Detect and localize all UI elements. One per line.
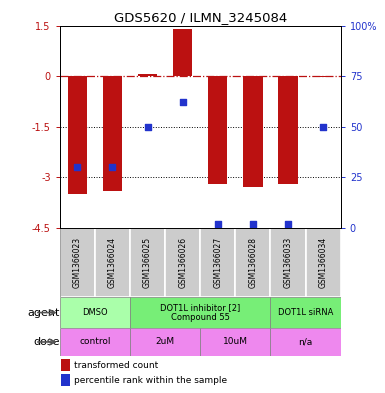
Bar xyxy=(173,29,192,76)
Point xyxy=(179,99,186,106)
Bar xyxy=(165,228,200,298)
Point xyxy=(109,164,116,170)
Bar xyxy=(200,328,270,356)
Bar xyxy=(270,328,341,356)
Bar xyxy=(130,228,165,298)
Bar xyxy=(200,228,235,298)
Text: GSM1366025: GSM1366025 xyxy=(143,237,152,288)
Bar xyxy=(270,228,306,298)
Point xyxy=(144,123,151,130)
Bar xyxy=(278,76,298,184)
Text: agent: agent xyxy=(27,308,60,318)
Bar xyxy=(95,228,130,298)
Text: n/a: n/a xyxy=(298,338,313,347)
Bar xyxy=(243,76,263,187)
Text: GSM1366027: GSM1366027 xyxy=(213,237,222,288)
Text: 2uM: 2uM xyxy=(156,338,175,347)
Bar xyxy=(61,374,70,386)
Text: percentile rank within the sample: percentile rank within the sample xyxy=(74,376,227,384)
Text: GSM1366024: GSM1366024 xyxy=(108,237,117,288)
Bar xyxy=(130,298,270,328)
Text: GSM1366033: GSM1366033 xyxy=(283,237,293,288)
Text: GSM1366034: GSM1366034 xyxy=(319,237,328,288)
Bar xyxy=(60,298,130,328)
Text: GSM1366026: GSM1366026 xyxy=(178,237,187,288)
Text: DOT1L siRNA: DOT1L siRNA xyxy=(278,308,333,317)
Bar xyxy=(306,228,341,298)
Point xyxy=(320,123,326,130)
Bar xyxy=(235,228,271,298)
Text: 10uM: 10uM xyxy=(223,338,248,347)
Point xyxy=(215,220,221,227)
Text: GSM1366023: GSM1366023 xyxy=(73,237,82,288)
Text: DOT1L inhibitor [2]
Compound 55: DOT1L inhibitor [2] Compound 55 xyxy=(160,303,240,322)
Point xyxy=(250,220,256,227)
Text: transformed count: transformed count xyxy=(74,361,158,370)
Bar xyxy=(68,76,87,194)
Bar xyxy=(103,76,122,191)
Text: GSM1366028: GSM1366028 xyxy=(248,237,258,288)
Point xyxy=(74,164,80,170)
Text: control: control xyxy=(79,338,110,347)
Title: GDS5620 / ILMN_3245084: GDS5620 / ILMN_3245084 xyxy=(114,11,287,24)
Bar xyxy=(138,74,157,76)
Bar xyxy=(60,228,95,298)
Bar xyxy=(270,298,341,328)
Point xyxy=(285,220,291,227)
Bar xyxy=(313,76,333,77)
Bar xyxy=(130,328,200,356)
Bar xyxy=(61,360,70,371)
Text: DMSO: DMSO xyxy=(82,308,108,317)
Text: dose: dose xyxy=(33,337,60,347)
Bar xyxy=(60,328,130,356)
Bar xyxy=(208,76,228,184)
